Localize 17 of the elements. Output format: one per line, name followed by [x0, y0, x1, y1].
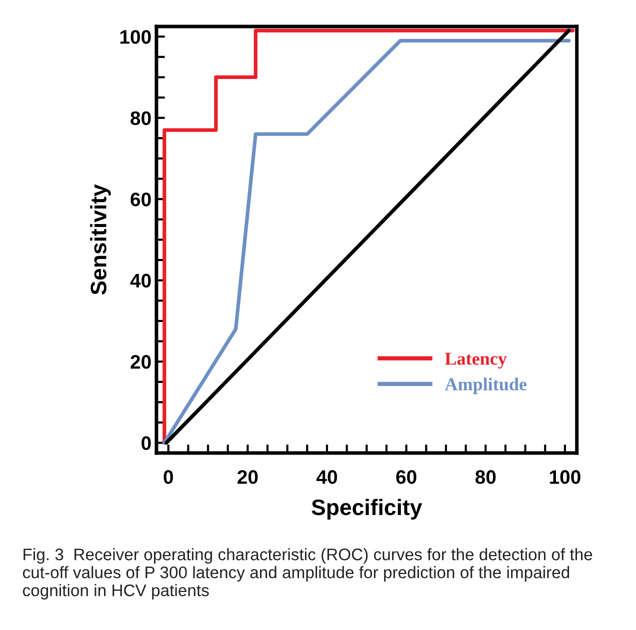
x-tick-label: 40: [316, 470, 338, 484]
y-tick-label: 40: [130, 274, 151, 288]
y-tick-label: 60: [130, 192, 151, 206]
x-axis-title: Specificity: [312, 498, 422, 520]
x-tick-label: 80: [475, 470, 496, 484]
y-tick-label: 100: [120, 30, 151, 44]
x-tick-label: 100: [550, 470, 580, 484]
x-tick-label: 0: [164, 470, 173, 484]
y-axis-title: Sensitivity: [90, 184, 111, 295]
y-tick-label: 80: [130, 111, 151, 126]
y-tick-label: 0: [142, 436, 151, 450]
x-tick-label: 60: [396, 470, 416, 484]
legend-label: Latency: [445, 352, 507, 369]
y-tick-label: 20: [130, 355, 151, 369]
caption: Fig. 3 Receiver operating characteristic (ROC) curves for the detection of the cut-off values of P 300 latency and amplitude for prediction of the impaired cognition in HCV patients: [22, 548, 592, 600]
legend-label: Amplitude: [444, 378, 527, 394]
x-tick-label: 20: [238, 470, 258, 484]
